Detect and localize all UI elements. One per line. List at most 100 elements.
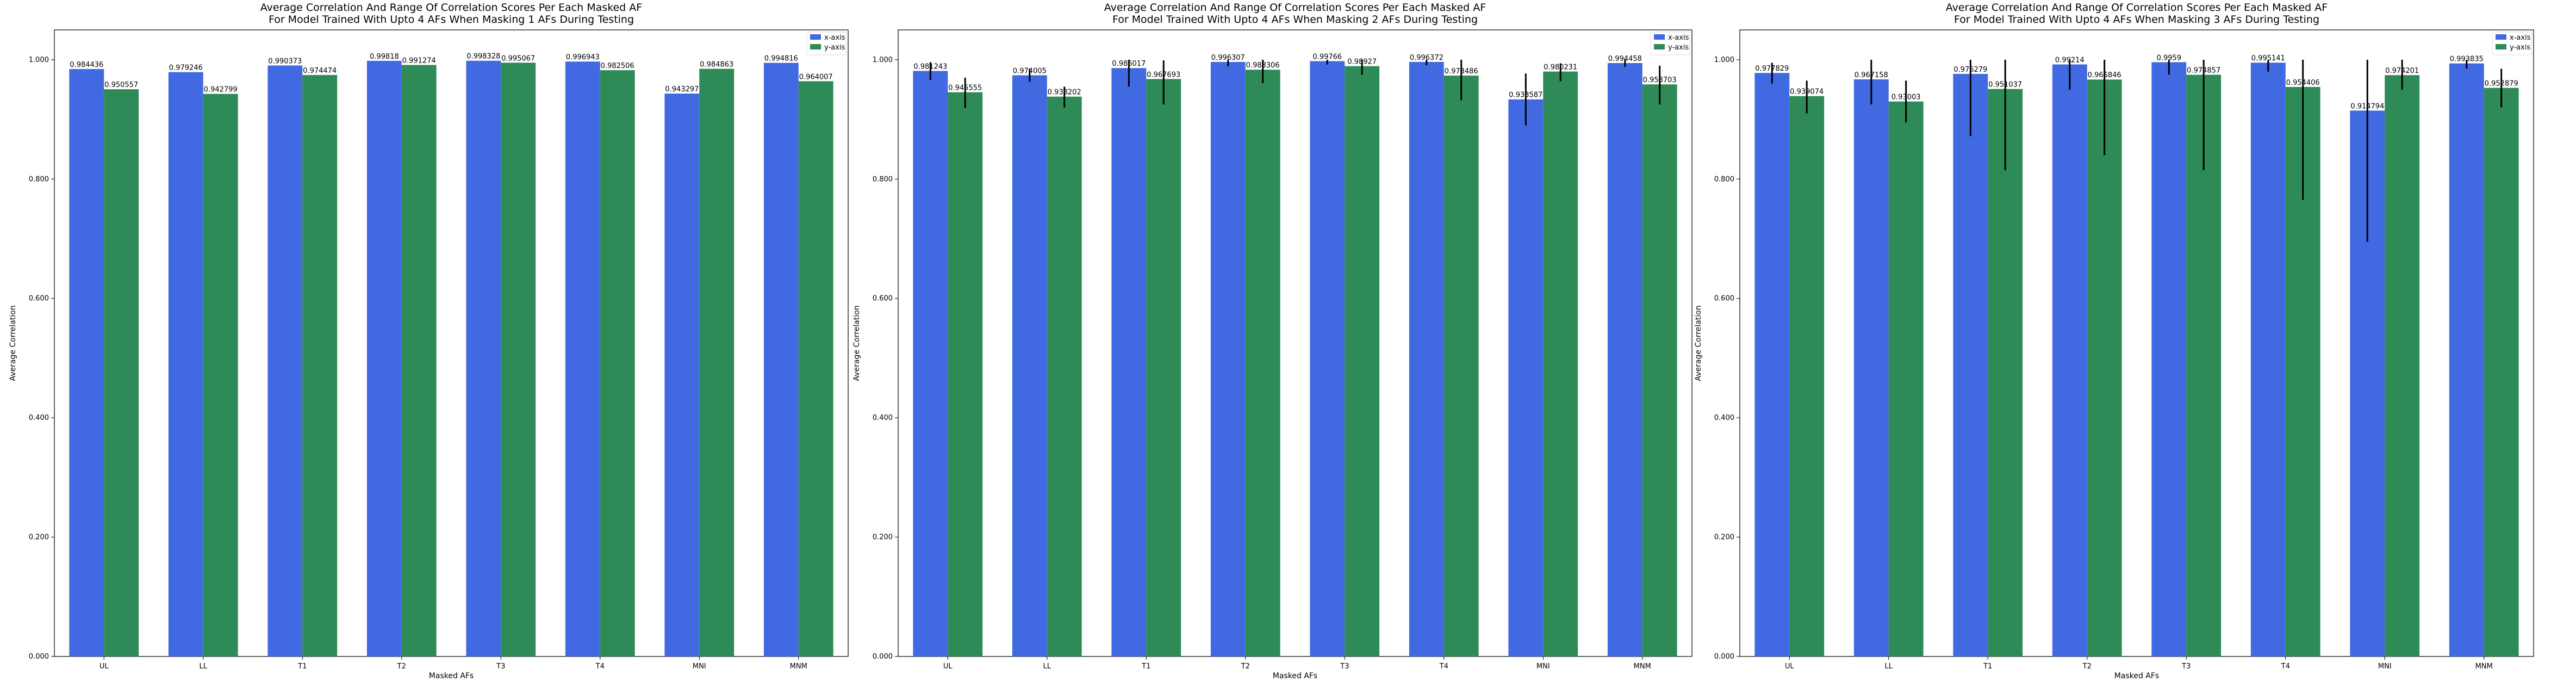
value-label: 0.974857 (2187, 66, 2220, 75)
x-tick-label: MNM (2475, 662, 2493, 671)
value-label: 0.984436 (70, 61, 103, 69)
x-tick-label: MNM (790, 662, 807, 671)
y-tick-label: 1.000 (1714, 56, 1734, 64)
bar-x-axis-t2 (1210, 61, 1246, 656)
y-tick-label: 0.200 (873, 534, 893, 542)
chart-title-line: For Model Trained With Upto 4 AFs When M… (1954, 14, 2319, 26)
y-tick-label: 0.400 (873, 414, 893, 422)
legend-label: y-axis (824, 44, 845, 52)
value-label: 0.986017 (1112, 60, 1146, 68)
value-label: 0.967158 (1855, 71, 1888, 79)
bar-x-axis-t1 (1953, 73, 1988, 657)
bar-y-axis-mni (699, 69, 735, 656)
legend: x-axis y-axis (806, 32, 847, 55)
bar-x-axis-ul (1754, 73, 1790, 657)
value-label: 0.99766 (1312, 53, 1342, 61)
bar-y-axis-ll (1047, 96, 1082, 657)
value-label: 0.966846 (2088, 71, 2121, 79)
value-label: 0.995067 (501, 54, 535, 63)
bar-y-axis-t4 (1443, 75, 1479, 657)
x-tick-label: LL (200, 662, 208, 671)
chart-title-line: For Model Trained With Upto 4 AFs When M… (269, 14, 634, 26)
bar-x-axis-ll (168, 72, 203, 657)
value-label: 0.991274 (402, 57, 436, 65)
bar-x-axis-t3 (2151, 62, 2187, 656)
plot-frame (54, 29, 849, 657)
bar-y-axis-mnm (1642, 84, 1677, 656)
value-label: 0.974201 (2385, 67, 2419, 75)
bar-y-axis-t1 (302, 75, 338, 657)
x-axis-label: Masked AFs (429, 672, 474, 680)
value-label: 0.996372 (1410, 54, 1443, 62)
value-label: 0.967693 (1147, 71, 1180, 79)
legend-label: x-axis (824, 34, 845, 42)
bar-x-axis-mnm (1607, 63, 1642, 657)
bar-x-axis-t4 (1409, 61, 1444, 657)
plot-frame (1739, 29, 2534, 657)
legend-swatch-y-axis (2496, 44, 2506, 49)
bar-x-axis-t4 (2250, 63, 2286, 657)
bar-x-axis-t2 (366, 60, 402, 656)
bar-x-axis-mnm (2449, 63, 2484, 657)
x-tick-label: LL (1885, 662, 1893, 671)
x-tick-label: T3 (496, 662, 505, 671)
bar-y-axis-t2 (401, 65, 437, 657)
legend-swatch-x-axis (1654, 34, 1665, 40)
value-label: 0.973486 (1445, 67, 1478, 76)
value-label: 0.995141 (2251, 54, 2285, 63)
value-label: 0.943297 (665, 85, 699, 94)
value-label: 0.98927 (1347, 58, 1377, 66)
legend-swatch-x-axis (2496, 34, 2506, 40)
bar-x-axis-ll (1853, 79, 1889, 656)
bar-y-axis-t1 (1146, 79, 1181, 657)
chart-title-line: For Model Trained With Upto 4 AFs When M… (1112, 14, 1478, 26)
y-tick-label: 0.000 (29, 653, 49, 661)
bar-y-axis-t2 (2087, 79, 2122, 656)
value-label: 0.99214 (2055, 56, 2085, 64)
value-label: 0.996943 (566, 53, 600, 61)
y-tick-label: 0.800 (29, 175, 49, 183)
value-label: 0.994458 (1608, 55, 1642, 63)
bar-y-axis-ul (948, 92, 983, 657)
value-label: 0.964007 (799, 73, 833, 81)
x-tick-label: MNI (1536, 662, 1550, 671)
value-label: 0.981243 (913, 63, 947, 71)
chart-title-line: Average Correlation And Range Of Correla… (260, 2, 642, 14)
x-tick-label: T1 (297, 662, 307, 671)
bar-y-axis-ll (1888, 101, 1924, 657)
y-tick-label: 0.800 (1714, 175, 1734, 183)
bar-x-axis-mnm (763, 63, 799, 657)
bar-y-axis-ul (1789, 96, 1825, 657)
y-tick-label: 1.000 (29, 56, 49, 64)
bar-x-axis-ll (1012, 75, 1047, 657)
value-label: 0.93003 (1891, 94, 1921, 102)
value-label: 0.980231 (1544, 64, 1577, 72)
bar-x-axis-t2 (2052, 64, 2087, 656)
x-tick-label: T2 (397, 662, 406, 671)
bar-y-axis-mnm (2484, 88, 2519, 656)
bar-x-axis-t3 (1310, 61, 1345, 657)
value-label: 0.952879 (2485, 80, 2518, 88)
value-label: 0.950557 (104, 81, 138, 89)
x-tick-label: T4 (2281, 662, 2290, 671)
legend-label: y-axis (1668, 44, 1689, 52)
x-tick-label: T3 (1340, 662, 1349, 671)
bar-x-axis-ul (913, 71, 948, 656)
bar-x-axis-t1 (267, 65, 303, 657)
x-axis-label: Masked AFs (2114, 672, 2159, 680)
bar-y-axis-t2 (1245, 70, 1280, 656)
value-label: 0.979246 (169, 64, 203, 72)
value-label: 0.945555 (948, 84, 982, 92)
x-tick-label: T2 (2082, 662, 2092, 671)
value-label: 0.974005 (1013, 67, 1047, 75)
y-tick-label: 0.600 (1714, 295, 1734, 303)
y-tick-label: 0.000 (873, 653, 893, 661)
chart-panel-2: Average Correlation And Range Of Correla… (853, 2, 1693, 680)
bar-y-axis-t3 (501, 63, 536, 657)
value-label: 0.938202 (1048, 89, 1081, 97)
x-axis-label: Masked AFs (1273, 672, 1317, 680)
chart-title-line: Average Correlation And Range Of Correla… (1946, 2, 2328, 14)
value-label: 0.951037 (1988, 81, 2022, 89)
y-tick-label: 0.200 (29, 534, 49, 542)
